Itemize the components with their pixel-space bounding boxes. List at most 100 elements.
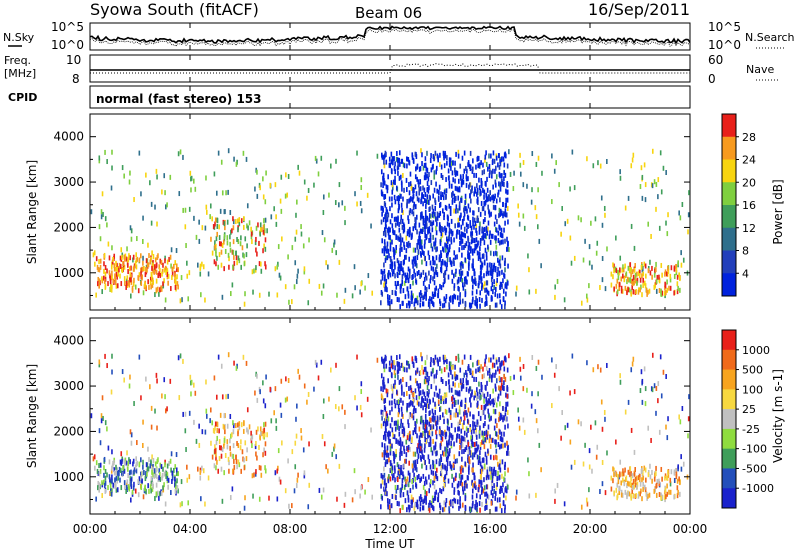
- power-cell: [127, 257, 130, 263]
- power-cell: [643, 162, 646, 168]
- power-cell: [443, 279, 446, 285]
- power-cell: [433, 271, 436, 277]
- velocity-cell: [484, 451, 487, 457]
- power-cell: [498, 293, 501, 299]
- power-cell: [388, 253, 390, 259]
- velocity-cell: [460, 477, 463, 483]
- power-cell: [495, 302, 498, 308]
- velocity-cell: [455, 472, 457, 478]
- power-cell: [421, 161, 423, 167]
- velocity-cell: [448, 387, 451, 393]
- velocity-cell: [268, 495, 270, 501]
- power-cell: [429, 157, 432, 163]
- velocity-cell: [477, 359, 480, 365]
- velocity-cell: [485, 455, 488, 461]
- power-cell: [407, 266, 410, 272]
- velocity-cell: [97, 480, 100, 486]
- power-cell: [134, 260, 137, 266]
- velocity-cell: [490, 480, 493, 486]
- power-cell: [503, 162, 506, 168]
- power-cell: [140, 274, 143, 280]
- power-cell: [351, 293, 354, 299]
- power-cell: [308, 237, 310, 243]
- velocity-cell: [279, 479, 282, 485]
- power-cell: [115, 260, 117, 266]
- velocity-cell: [660, 466, 663, 472]
- velocity-cell: [344, 424, 346, 430]
- velocity-cell: [618, 474, 620, 480]
- power-cell: [146, 258, 149, 264]
- power-cell: [468, 242, 470, 248]
- velocity-cell: [159, 462, 162, 468]
- velocity-cell: [232, 423, 235, 429]
- velocity-cell: [465, 410, 467, 416]
- velocity-cell: [687, 433, 689, 439]
- power-cell: [159, 258, 162, 264]
- x-tick-label: 20:00: [573, 522, 608, 536]
- velocity-cell: [380, 473, 383, 479]
- power-cell: [108, 255, 111, 261]
- velocity-cell: [480, 478, 482, 484]
- velocity-cell: [505, 488, 508, 494]
- power-cell: [328, 192, 330, 198]
- power-cell: [424, 239, 426, 245]
- power-cell: [406, 186, 408, 192]
- power-cell: [99, 264, 102, 270]
- velocity-cell: [163, 482, 165, 488]
- power-cell: [501, 180, 504, 186]
- power-cell: [418, 166, 421, 172]
- velocity-cell: [427, 392, 430, 398]
- velocity-cell: [243, 457, 245, 463]
- velocity-cell: [440, 395, 442, 401]
- power-cell: [465, 276, 467, 282]
- velocity-cell: [665, 374, 667, 380]
- power-cell: [645, 273, 647, 279]
- velocity-cell: [385, 489, 387, 495]
- velocity-cell: [277, 465, 279, 471]
- velocity-cell: [219, 412, 222, 418]
- velocity-cell: [645, 491, 648, 497]
- power-cell: [659, 150, 662, 156]
- power-cell: [665, 170, 667, 176]
- velocity-cell: [485, 484, 488, 490]
- power-cell: [480, 278, 482, 284]
- velocity-cell: [386, 420, 389, 426]
- power-cell: [468, 182, 471, 188]
- power-cell: [223, 221, 226, 227]
- power-cell: [435, 217, 438, 223]
- velocity-cell: [445, 470, 448, 476]
- power-cell: [438, 254, 441, 260]
- velocity-cell: [421, 453, 424, 459]
- velocity-cell: [428, 474, 430, 480]
- velocity-cell: [471, 503, 474, 509]
- velocity-cell: [111, 488, 113, 494]
- velocity-cell: [424, 419, 427, 425]
- velocity-cell: [422, 369, 425, 375]
- velocity-cell: [307, 504, 310, 510]
- velocity-cell: [416, 433, 418, 439]
- power-cell: [495, 227, 498, 233]
- velocity-cell: [497, 442, 500, 448]
- power-cell: [430, 153, 432, 159]
- colorbar-swatch: [722, 273, 736, 297]
- velocity-cell: [223, 437, 226, 443]
- power-cell: [284, 284, 287, 290]
- velocity-cell: [263, 447, 265, 453]
- velocity-cell: [471, 467, 474, 473]
- velocity-cell: [502, 501, 505, 507]
- velocity-cell: [457, 391, 459, 397]
- velocity-cell: [140, 457, 142, 463]
- velocity-cell: [190, 391, 192, 397]
- power-cell: [412, 157, 415, 163]
- power-cell: [457, 149, 460, 155]
- power-cell: [431, 221, 433, 227]
- velocity-cell: [393, 473, 395, 479]
- velocity-cell: [400, 469, 403, 475]
- velocity-cell: [403, 391, 405, 397]
- velocity-cell: [622, 471, 625, 477]
- velocity-cell: [321, 434, 324, 440]
- velocity-cell: [603, 409, 606, 415]
- velocity-cell: [437, 361, 439, 367]
- power-cell: [480, 264, 483, 270]
- power-cell: [215, 190, 218, 196]
